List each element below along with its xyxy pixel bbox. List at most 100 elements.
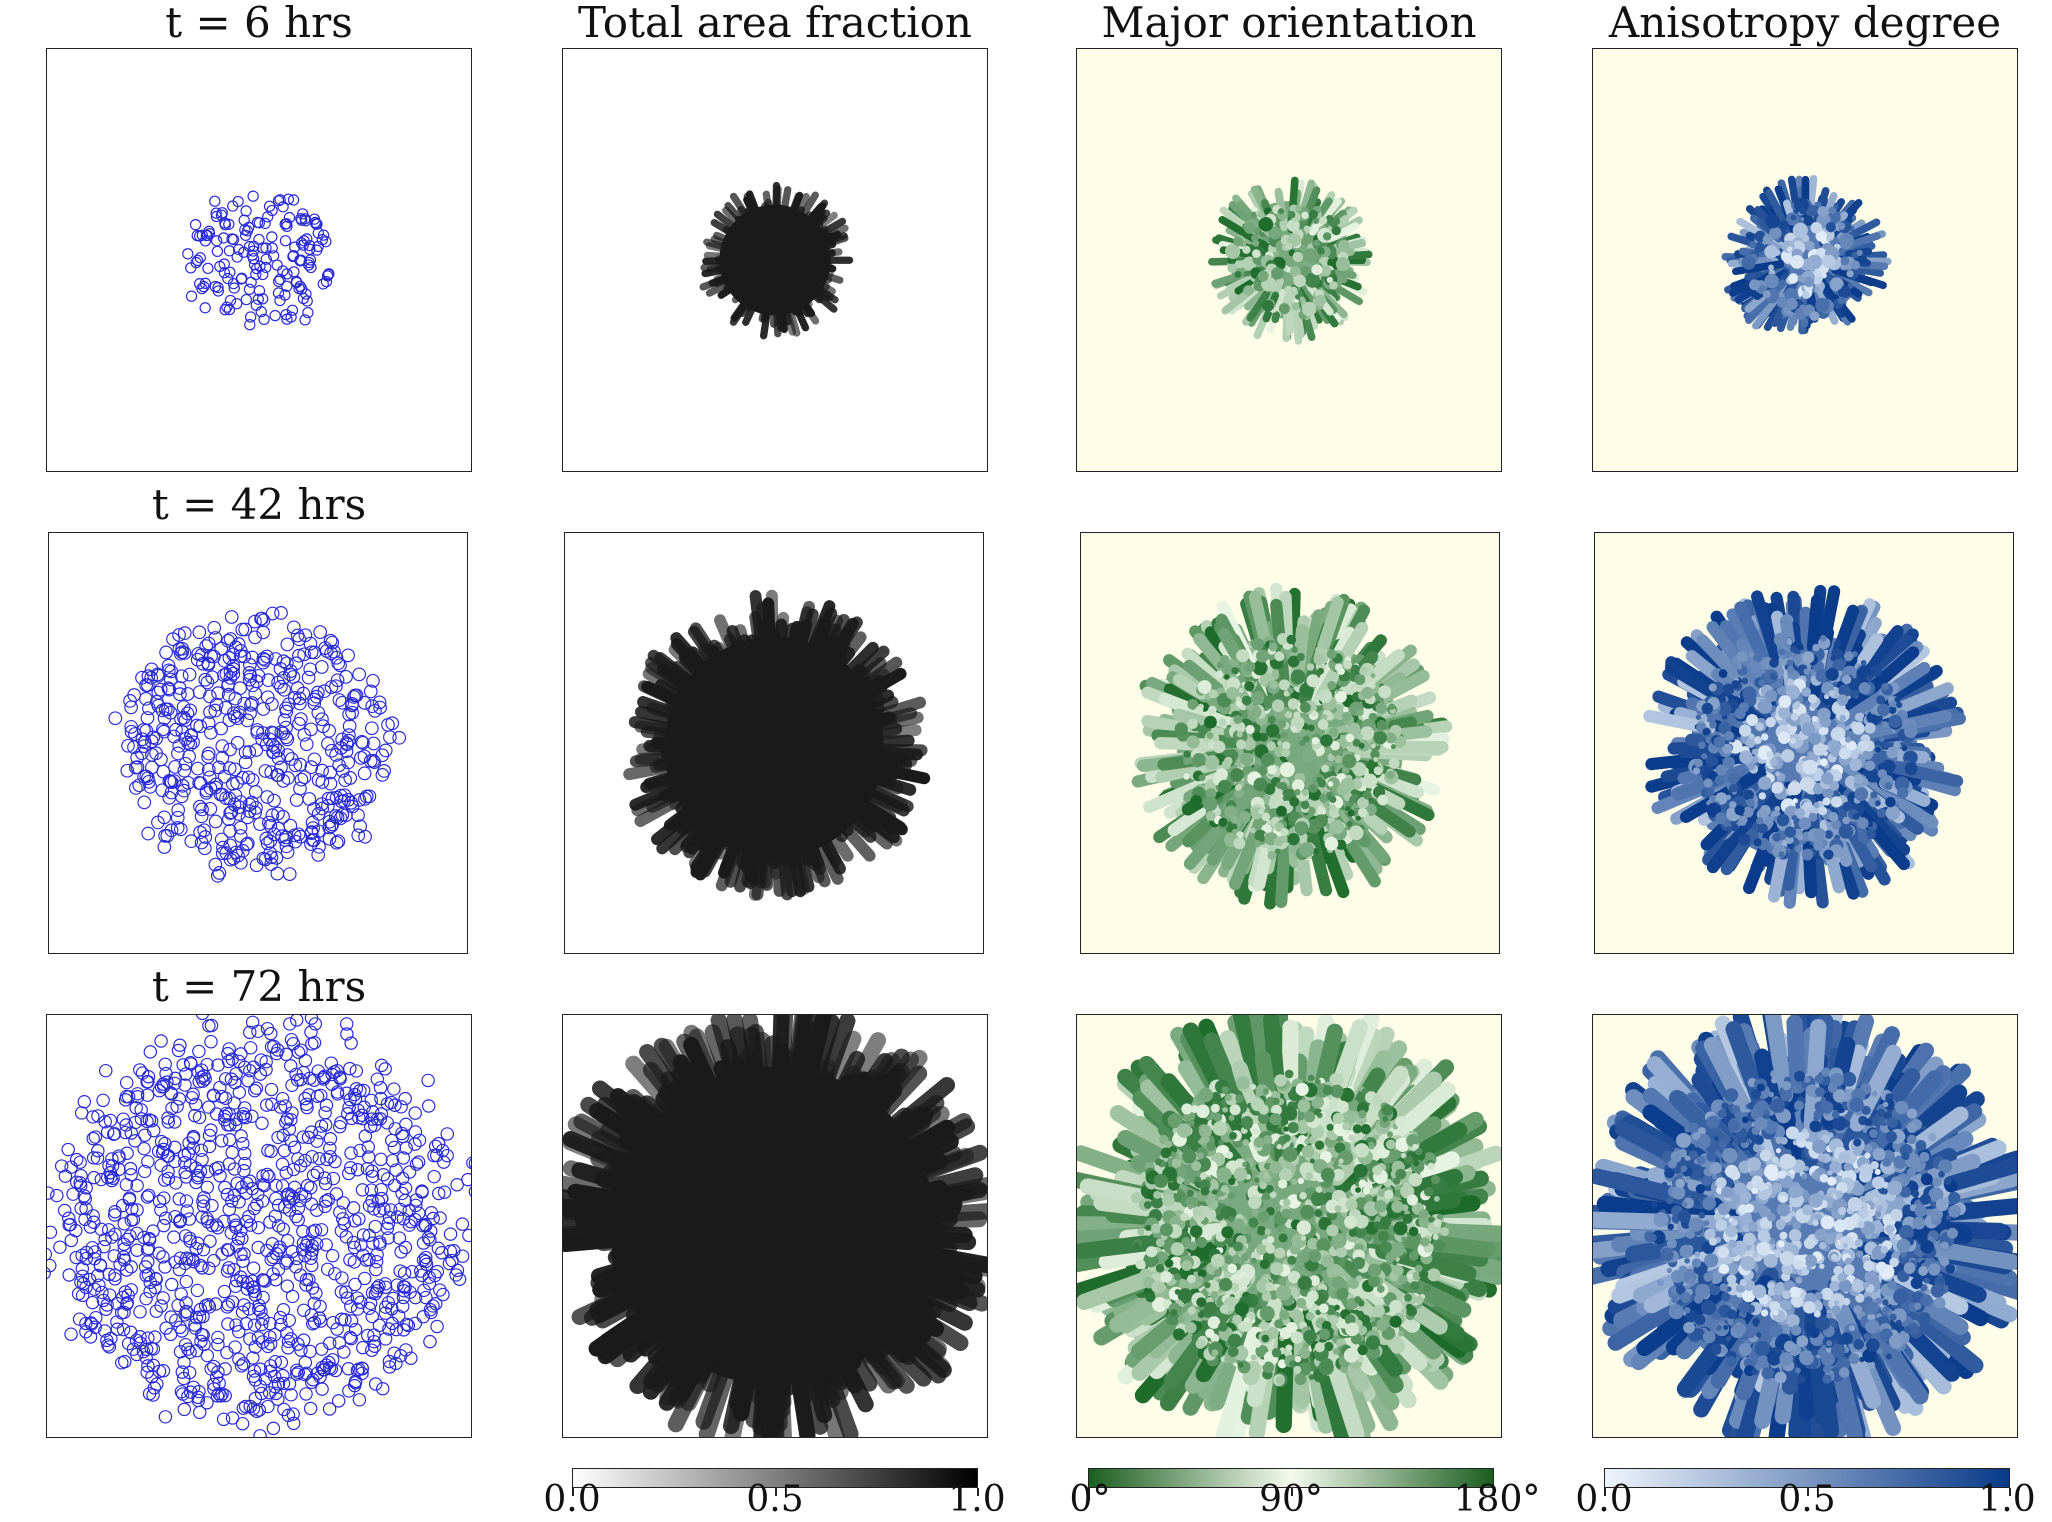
colony-texture (1274, 651, 1285, 662)
cell-marker (349, 1064, 364, 1078)
colony-texture (1335, 839, 1347, 850)
cell-marker (342, 1100, 356, 1115)
cell-marker (198, 830, 213, 844)
cell-marker (133, 1063, 147, 1077)
cell-marker (296, 1065, 311, 1080)
colony-streak (659, 784, 683, 802)
colony-texture (1708, 756, 1719, 766)
cell-marker (343, 1330, 357, 1344)
cell-marker (243, 1218, 258, 1232)
cell-marker (229, 1067, 243, 1081)
cell-marker (95, 1285, 109, 1300)
colony-texture (1274, 848, 1281, 855)
cell-marker (323, 1141, 337, 1156)
colony-texture (1769, 658, 1779, 668)
cell-marker (296, 208, 309, 220)
colony-texture (1434, 1239, 1446, 1252)
cell-marker (158, 1136, 172, 1151)
cell-marker (218, 1180, 232, 1195)
colony-texture (1302, 788, 1310, 796)
cell-marker (200, 1164, 215, 1179)
cell-marker (266, 242, 278, 254)
colony-streak (645, 662, 721, 715)
colony-texture (1824, 830, 1834, 839)
cell-marker (316, 1363, 331, 1377)
cell-marker (298, 1091, 312, 1106)
cell-marker (256, 702, 271, 716)
colony-texture (1753, 838, 1762, 847)
colony-streak (722, 206, 764, 249)
colony-streak (770, 1288, 792, 1411)
cell-marker (313, 625, 328, 640)
colony-texture (1799, 776, 1815, 792)
cell-marker (120, 1263, 134, 1277)
colony-texture (1870, 664, 1883, 677)
cell-marker (157, 1191, 171, 1205)
cell-marker (158, 1057, 172, 1071)
cell-marker (271, 768, 286, 782)
colony-texture (1850, 260, 1861, 270)
cell-marker (426, 1299, 440, 1313)
panel-orientation-72hrs (1076, 1014, 1502, 1438)
colony-texture (1695, 714, 1702, 720)
cell-marker (202, 770, 217, 785)
cell-marker (116, 1322, 131, 1337)
colony-texture (1828, 206, 1836, 215)
cell-marker (139, 769, 154, 784)
cell-marker (266, 1421, 281, 1436)
cell-marker (275, 1091, 290, 1106)
cell-marker (351, 808, 365, 823)
cell-marker (281, 697, 296, 712)
cell-marker (105, 1152, 119, 1166)
colony-texture (1751, 648, 1766, 662)
colony-streak (608, 1208, 670, 1227)
cell-marker (215, 1247, 229, 1261)
colony-texture (1823, 849, 1834, 860)
cell-marker (96, 1293, 111, 1308)
colony-texture (1385, 732, 1397, 744)
cell-marker (251, 216, 264, 229)
colony-texture (1812, 742, 1827, 756)
colony-texture (1278, 303, 1290, 315)
cell-marker (328, 1154, 342, 1169)
cell-marker (341, 1166, 356, 1181)
cell-marker (314, 797, 329, 811)
colony-texture (1803, 668, 1811, 675)
colony-texture (1825, 667, 1839, 681)
colony-streak (826, 826, 854, 862)
colony-texture (1357, 733, 1363, 739)
cell-marker (309, 689, 324, 704)
colony-texture (1287, 233, 1302, 248)
cell-marker (215, 209, 228, 221)
colony-texture (1306, 819, 1322, 834)
cell-marker (221, 301, 233, 313)
cell-marker (194, 1334, 208, 1349)
cell-marker (177, 783, 191, 798)
cell-marker (156, 1291, 170, 1305)
cell-marker (419, 1250, 433, 1265)
cell-marker (180, 706, 195, 721)
cell-marker (238, 214, 250, 226)
cell-marker (283, 664, 298, 679)
colony-streak (1857, 632, 1884, 666)
colony-texture (1341, 766, 1350, 775)
colony-texture (1887, 696, 1894, 702)
colony-texture (1765, 717, 1776, 728)
cell-marker (372, 1318, 387, 1333)
cell-marker (247, 1364, 262, 1378)
cells-plot-42hrs (108, 606, 407, 883)
cell-marker (426, 1211, 440, 1226)
colony-texture (1267, 715, 1276, 724)
cell-marker (280, 656, 294, 671)
cells-plot-72hrs (47, 1015, 471, 1437)
colony-texture (1311, 264, 1323, 276)
cell-marker (251, 1331, 266, 1345)
cell-marker (268, 1209, 283, 1224)
cell-marker (188, 1097, 203, 1112)
colony-texture (1783, 650, 1792, 659)
colony-streak (816, 1075, 892, 1169)
colony-texture (1829, 277, 1843, 291)
colony-texture (1187, 698, 1199, 710)
colony-streak (1744, 270, 1762, 281)
cell-marker (61, 1142, 75, 1157)
